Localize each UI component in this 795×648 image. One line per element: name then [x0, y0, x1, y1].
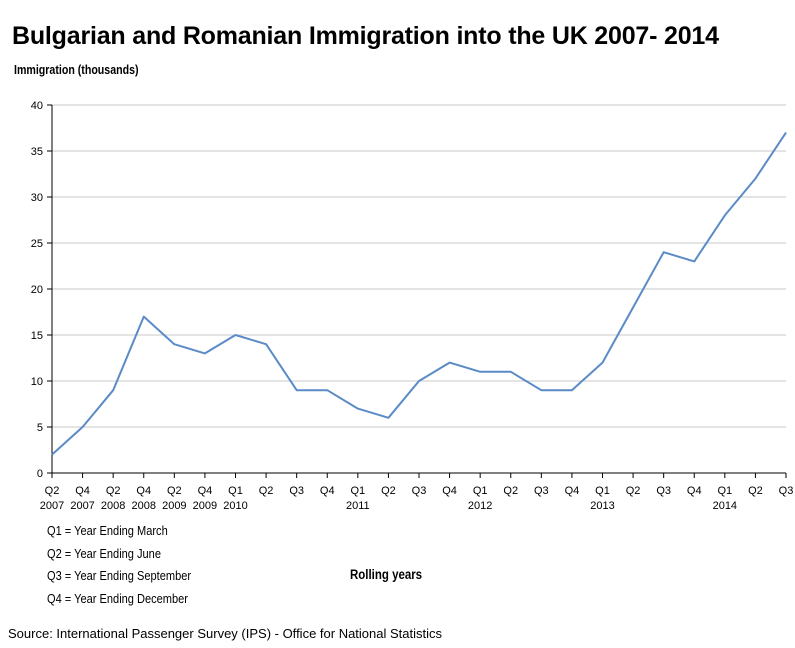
x-tick-label-quarter-22: Q1 [717, 485, 732, 497]
x-tick-label-quarter-8: Q3 [289, 485, 304, 497]
x-tick-label-quarter-10: Q1 [350, 485, 365, 497]
x-tick-label-year-4: 2009 [162, 500, 186, 512]
x-tick-label-quarter-9: Q4 [320, 485, 335, 497]
x-tick-label-year-6: 2010 [223, 500, 247, 512]
chart-title: Bulgarian and Romanian Immigration into … [12, 22, 719, 50]
y-tick-label-30: 30 [31, 192, 43, 204]
x-tick-label-year-2: 2008 [101, 500, 125, 512]
x-tick-label-quarter-5: Q4 [198, 485, 213, 497]
y-tick-label-15: 15 [31, 330, 43, 342]
x-tick-label-quarter-20: Q3 [656, 485, 671, 497]
x-axis-title: Rolling years [350, 567, 423, 582]
y-tick-label-35: 35 [31, 146, 43, 158]
x-tick-label-quarter-1: Q4 [75, 485, 90, 497]
legend-note-q1: Q1 = Year Ending March [47, 523, 168, 538]
legend-note-q2: Q2 = Year Ending June [47, 545, 161, 561]
y-tick-label-25: 25 [31, 238, 43, 250]
x-tick-label-quarter-19: Q2 [626, 485, 641, 497]
x-tick-label-quarter-18: Q1 [595, 485, 610, 497]
x-tick-label-year-0: 2007 [40, 500, 64, 512]
y-tick-label-5: 5 [37, 422, 43, 434]
x-tick-label-quarter-3: Q4 [136, 485, 151, 497]
x-tick-label-quarter-4: Q2 [167, 485, 182, 497]
legend-note-q3: Q3 = Year Ending September [47, 568, 192, 583]
x-tick-label-quarter-11: Q2 [381, 485, 396, 497]
x-tick-label-year-22: 2014 [713, 500, 737, 512]
x-tick-label-year-10: 2011 [346, 500, 370, 512]
x-tick-label-year-18: 2013 [590, 500, 614, 512]
x-tick-label-quarter-14: Q1 [473, 485, 488, 497]
x-tick-label-quarter-16: Q3 [534, 485, 549, 497]
y-tick-label-20: 20 [31, 284, 43, 296]
x-tick-label-year-3: 2008 [132, 500, 156, 512]
x-tick-label-year-14: 2012 [468, 500, 492, 512]
y-tick-label-40: 40 [31, 100, 43, 112]
x-tick-label-quarter-6: Q1 [228, 485, 243, 497]
series-line [51, 132, 787, 456]
x-tick-label-quarter-15: Q2 [503, 485, 518, 497]
x-tick-label-quarter-21: Q4 [687, 485, 702, 497]
x-tick-label-quarter-17: Q4 [565, 485, 580, 497]
grid-lines [52, 104, 786, 428]
x-tick-label-quarter-13: Q4 [442, 485, 457, 497]
x-tick-labels: Q2 2007 Q4 2007 Q2 2008 Q4 2008 Q2 2009 Q4 2009 Q1 20… [40, 473, 794, 512]
x-tick-label-quarter-2: Q2 [106, 485, 121, 497]
x-tick-label-year-1: 2007 [70, 500, 94, 512]
x-tick-label-quarter-7: Q2 [259, 485, 274, 497]
legend-note-q4: Q4 = Year Ending December [47, 590, 188, 606]
y-axis-label: Immigration (thousands) [14, 63, 139, 77]
y-tick-label-10: 10 [31, 376, 43, 388]
line-chart: 0 5 10 15 20 25 30 35 40 Q2 2007 Q4 2007 Q2 2008 Q4 200… [31, 100, 794, 512]
y-tick-labels: 0 5 10 15 20 25 30 35 40 [31, 100, 52, 480]
quarter-legend: Q1 = Year Ending March Q2 = Year Ending … [47, 520, 191, 610]
x-tick-label-year-5: 2009 [193, 500, 217, 512]
series-group [51, 132, 787, 456]
source-note: Source: International Passenger Survey (… [8, 626, 443, 641]
y-tick-label-0: 0 [37, 468, 43, 480]
x-tick-label-quarter-24: Q3 [779, 485, 794, 497]
x-tick-label-quarter-12: Q3 [412, 485, 427, 497]
x-tick-label-quarter-23: Q2 [748, 485, 763, 497]
x-tick-label-quarter-0: Q2 [45, 485, 60, 497]
